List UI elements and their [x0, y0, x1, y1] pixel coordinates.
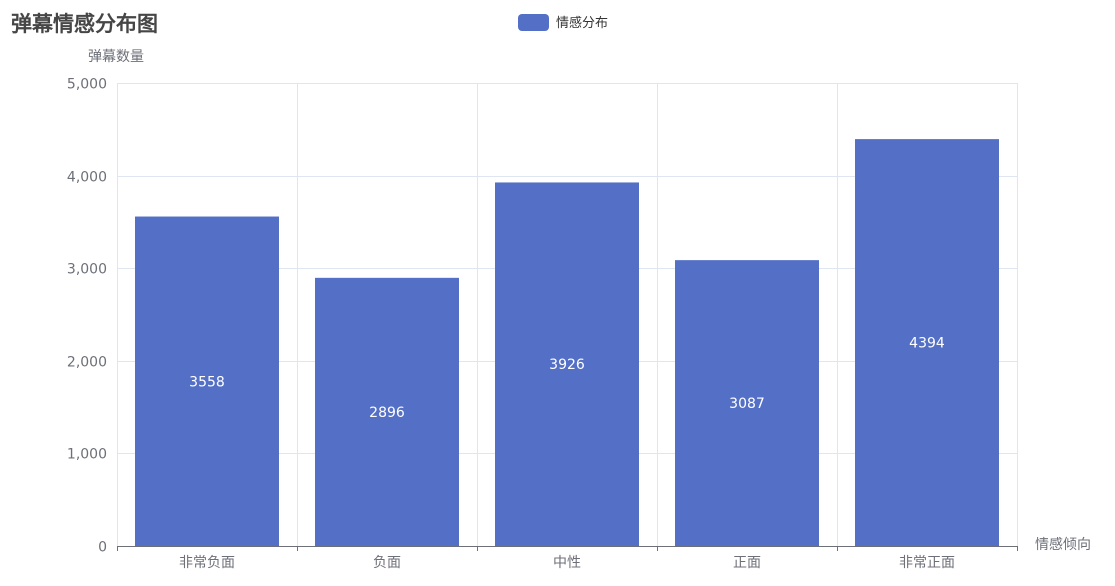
bar-0[interactable] — [135, 216, 279, 546]
data-label: 4394 — [909, 336, 945, 352]
legend-label[interactable]: 情感分布 — [556, 15, 608, 31]
x-tick-label: 中性 — [553, 555, 581, 571]
data-label: 3926 — [549, 357, 585, 373]
y-tick-label: 3,000 — [67, 262, 107, 278]
data-label: 3558 — [189, 374, 225, 390]
x-tick-label: 正面 — [733, 555, 761, 571]
x-tick-label: 非常正面 — [899, 555, 955, 571]
y-tick-label: 4,000 — [67, 170, 107, 186]
chart-title: 弹幕情感分布图 — [11, 12, 158, 36]
bar-4[interactable] — [855, 139, 999, 546]
legend[interactable]: 情感分布 — [518, 14, 608, 31]
y-tick-label: 5,000 — [67, 77, 107, 93]
x-tick-label: 负面 — [373, 555, 401, 571]
x-tick-label: 非常负面 — [179, 555, 235, 571]
bars — [135, 139, 999, 546]
labels: 0 1,000 2,000 3,000 4,000 5,000 3558 2896 3926 30… — [67, 77, 955, 572]
data-label: 2896 — [369, 405, 405, 421]
y-axis-name: 弹幕数量 — [88, 49, 144, 65]
bar-3[interactable] — [675, 260, 819, 546]
legend-swatch[interactable] — [518, 14, 549, 31]
data-label: 3087 — [729, 396, 765, 412]
bar-1[interactable] — [315, 277, 459, 546]
bar-2[interactable] — [495, 182, 639, 546]
y-tick-label: 1,000 — [67, 447, 107, 463]
y-tick-label: 0 — [98, 540, 107, 556]
x-axis-name: 情感倾向 — [1035, 536, 1091, 553]
y-tick-label: 2,000 — [67, 355, 107, 371]
axes — [117, 546, 1018, 551]
